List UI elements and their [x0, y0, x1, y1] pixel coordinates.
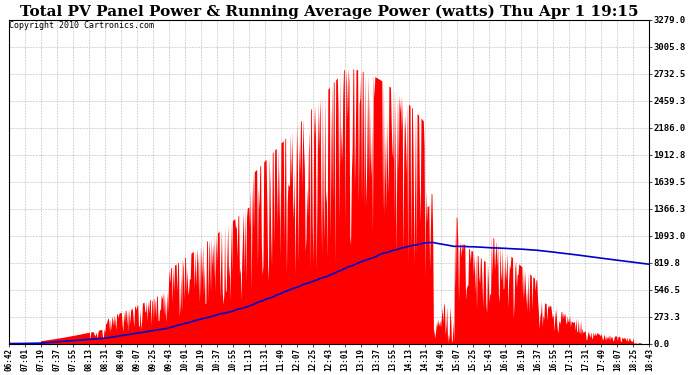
Text: Copyright 2010 Cartronics.com: Copyright 2010 Cartronics.com	[9, 21, 155, 30]
Title: Total PV Panel Power & Running Average Power (watts) Thu Apr 1 19:15: Total PV Panel Power & Running Average P…	[20, 4, 638, 18]
